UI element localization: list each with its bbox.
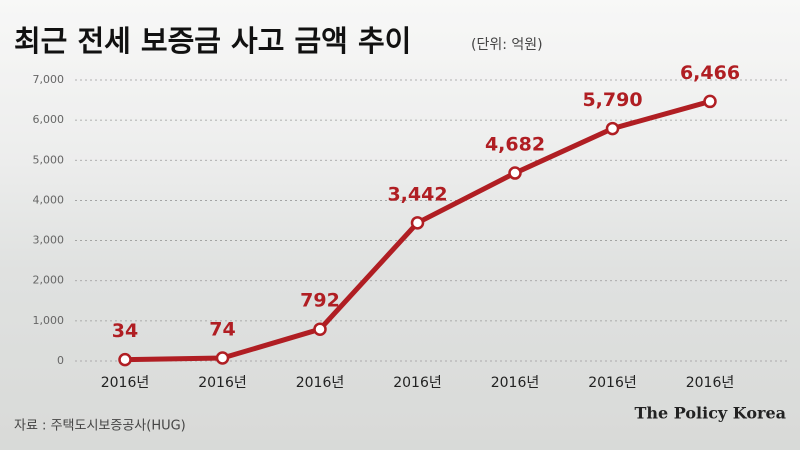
value-label: 3,442 xyxy=(387,183,447,205)
y-tick-label: 7,000 xyxy=(33,73,65,86)
y-tick-label: 1,000 xyxy=(33,314,65,327)
value-label: 74 xyxy=(209,319,235,341)
value-label: 6,466 xyxy=(680,62,740,84)
y-tick-label: 4,000 xyxy=(33,193,65,206)
x-tick-label: 2016년 xyxy=(296,375,345,391)
x-tick-label: 2016년 xyxy=(686,375,735,391)
value-label: 4,682 xyxy=(485,134,545,156)
marker xyxy=(508,166,522,180)
y-tick-label: 3,000 xyxy=(33,234,65,247)
x-tick-label: 2016년 xyxy=(198,375,247,391)
x-tick-label: 2016년 xyxy=(588,375,637,391)
y-tick-label: 5,000 xyxy=(33,153,65,166)
marker xyxy=(313,322,327,336)
x-tick-label: 2016년 xyxy=(393,375,442,391)
marker xyxy=(703,94,717,109)
x-tick-label: 2016년 xyxy=(101,375,150,391)
y-tick-label: 2,000 xyxy=(33,274,65,287)
y-tick-label: 6,000 xyxy=(33,113,65,126)
credit: The Policy Korea xyxy=(634,404,786,423)
y-tick-label: 0 xyxy=(57,354,64,367)
marker xyxy=(605,121,620,136)
source: 자료 : 주택도시보증공사(HUG) xyxy=(14,419,186,434)
chart-subtitle: (단위: 억원) xyxy=(471,37,543,53)
chart-title: 최근 전세 보증금 사고 금액 추이 xyxy=(14,24,411,58)
value-label: 34 xyxy=(112,320,138,342)
marker xyxy=(410,216,425,230)
marker xyxy=(215,351,230,365)
value-label: 5,790 xyxy=(582,89,642,111)
x-tick-label: 2016년 xyxy=(491,375,540,391)
marker xyxy=(118,352,132,367)
value-label: 792 xyxy=(300,290,340,312)
